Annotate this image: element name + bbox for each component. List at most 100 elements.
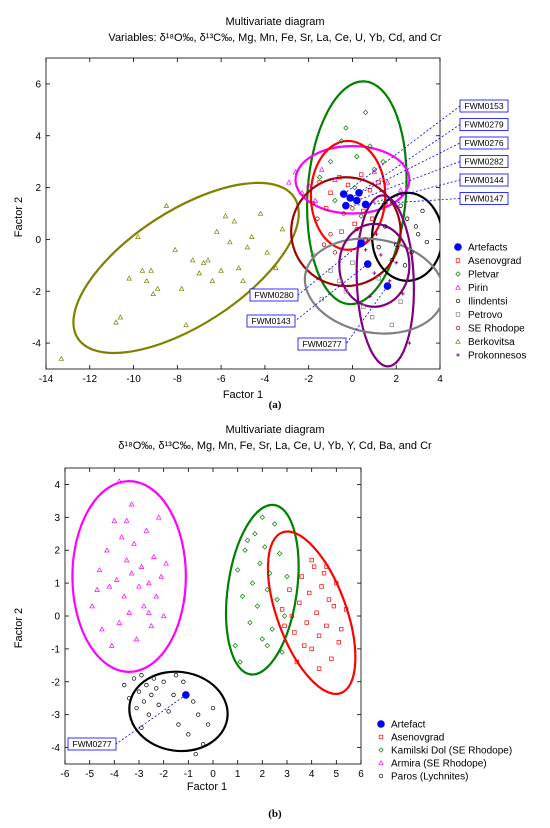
- chart-a-callout-label: FWM0277: [302, 339, 341, 349]
- chart-b-point: [267, 570, 273, 576]
- chart-a-ellipse: [294, 145, 411, 215]
- chart-a-legend-marker: [456, 353, 460, 357]
- chart-b-xtick-label: -3: [135, 769, 144, 780]
- chart-b-point: [163, 560, 169, 566]
- chart-a-point: [361, 304, 366, 309]
- chart-b-xtick-label: 3: [284, 769, 290, 780]
- chart-a-point: [405, 216, 410, 221]
- chart-a-point: [183, 322, 189, 328]
- chart-a-legend-marker: [455, 284, 461, 290]
- chart-b-point: [109, 642, 115, 648]
- chart-a-point: [407, 341, 412, 345]
- chart-a-legend-label: Asenovgrad: [468, 256, 521, 267]
- chart-b-point: [193, 751, 198, 757]
- chart-a-point: [244, 244, 251, 250]
- chart-a-callout-line: [343, 105, 461, 195]
- chart-b-xtick-label: 1: [235, 769, 241, 780]
- chart-b-xlabel: Factor 1: [187, 781, 227, 793]
- chart-a-point: [338, 138, 345, 144]
- chart-a-point: [389, 258, 394, 263]
- chart-b-point: [304, 620, 309, 625]
- chart-a-point: [317, 180, 322, 185]
- chart-b-point: [111, 517, 118, 523]
- chart-a-point: [376, 180, 381, 185]
- chart-a-point: [362, 109, 369, 116]
- chart-b-ytick-label: 1: [54, 579, 60, 590]
- chart-a-ytick-label: -2: [32, 287, 41, 298]
- chart-a-callout-box: [459, 136, 509, 150]
- chart-b-point: [252, 531, 258, 537]
- chart-a-legend-marker: [455, 325, 461, 331]
- chart-a-callout-box: [246, 314, 296, 328]
- chart-a-ytick-label: 6: [35, 79, 41, 90]
- chart-b-point: [247, 619, 253, 626]
- chart-b-point: [166, 709, 171, 714]
- chart-b-point: [282, 623, 287, 629]
- chart-a-point: [310, 252, 316, 258]
- chart-b-xtick-label: -1: [184, 769, 193, 780]
- chart-a-ytick-label: 0: [35, 235, 41, 246]
- chart-a-ellipse: [355, 194, 415, 368]
- chart-a-ytick-label: 4: [35, 131, 41, 142]
- chart-b-xtick-label: -2: [159, 769, 168, 780]
- chart-b-point: [259, 636, 266, 642]
- chart-a-point: [350, 206, 355, 211]
- chart-a-callout-box: [459, 155, 509, 168]
- chart-a-point: [312, 197, 319, 203]
- chart-a-xtick-label: -6: [217, 374, 226, 385]
- chart-a-point: [379, 253, 383, 257]
- chart-b-legend-marker: [378, 773, 384, 779]
- chart-b-point: [299, 574, 304, 579]
- chart-b-subtitle: δ¹⁸O‰, δ¹³C‰, Mg, Mn, Fe, Sr, La, Ce, U,…: [118, 440, 432, 452]
- chart-a-point: [328, 268, 333, 273]
- chart-a-legend-label: Pletvar: [468, 270, 500, 281]
- chart-b-point: [176, 722, 181, 727]
- chart-b-point: [131, 676, 137, 681]
- chart-b-xtick-label: -6: [61, 769, 70, 780]
- chart-a-point: [324, 206, 329, 211]
- chart-a-point: [343, 289, 349, 294]
- chart-a-callout-label: FWM0282: [464, 157, 503, 167]
- chart-a-point: [369, 216, 375, 221]
- chart-b-point: [339, 627, 344, 632]
- chart-a-callout-box: [459, 118, 509, 131]
- chart-b-point: [276, 550, 283, 557]
- chart-a-point: [328, 232, 333, 237]
- chart-a-point: [209, 277, 216, 284]
- chart-a-point: [319, 166, 325, 172]
- chart-b-point: [171, 692, 176, 698]
- chart-a-xtick-label: -10: [126, 374, 141, 385]
- chart-a-point: [376, 245, 381, 250]
- chart-a-point: [389, 322, 394, 328]
- chart-b-point: [146, 609, 152, 615]
- chart-b-point: [316, 666, 322, 671]
- chart-b-point: [139, 673, 144, 678]
- chart-a-legend-label: Ilindentsi: [468, 297, 507, 308]
- chart-a-point: [394, 260, 399, 265]
- chart-b-ellipse: [128, 670, 229, 753]
- chart-a-callout-line: [345, 198, 461, 207]
- chart-a-callout-line: [358, 124, 461, 194]
- chart-b-point: [181, 679, 186, 684]
- chart-a-callout-label: FWM0147: [464, 194, 503, 204]
- chart-b-point: [234, 567, 241, 573]
- panel-a: Multivariate diagram Variables: δ¹⁸O‰, δ…: [0, 0, 550, 411]
- chart-a-point: [341, 211, 346, 216]
- chart-a-point: [58, 355, 65, 361]
- chart-a-point: [332, 250, 338, 255]
- chart-a-point: [372, 271, 377, 275]
- chart-a-point: [374, 232, 379, 237]
- chart-a-callout-label: FWM0153: [464, 101, 503, 111]
- chart-a-point: [135, 233, 141, 239]
- chart-b-point: [148, 622, 155, 629]
- chart-b-point: [309, 646, 314, 652]
- chart-a-point: [400, 292, 405, 296]
- chart-a-point: [286, 179, 292, 185]
- chart-a-legend-marker: [455, 258, 461, 263]
- chart-a-point: [264, 249, 270, 255]
- chart-a-point: [305, 182, 312, 188]
- chart-a-point: [332, 176, 338, 182]
- panel-b: Multivariate diagram δ¹⁸O‰, δ¹³C‰, Mg, M…: [0, 410, 550, 823]
- chart-b-xtick-label: -5: [85, 769, 94, 780]
- chart-b-point: [89, 603, 95, 609]
